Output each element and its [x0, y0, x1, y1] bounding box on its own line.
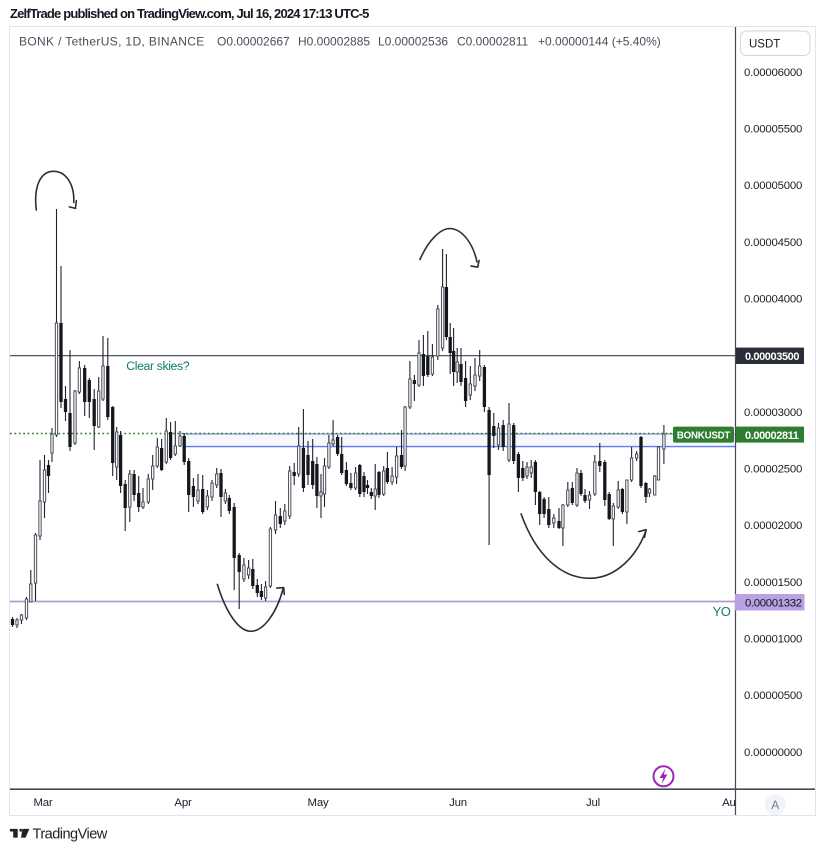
svg-text:C0.00002811: C0.00002811	[457, 35, 529, 49]
svg-text:Jun: Jun	[449, 797, 467, 809]
svg-text:BONKUSDT: BONKUSDT	[677, 430, 731, 441]
svg-text:0.00002811: 0.00002811	[745, 430, 799, 442]
svg-text:May: May	[308, 797, 329, 809]
svg-text:0.00001332: 0.00001332	[745, 598, 802, 610]
svg-text:0.00003500: 0.00003500	[745, 351, 799, 363]
svg-text:Clear skies?: Clear skies?	[126, 359, 189, 373]
svg-text:0.00002500: 0.00002500	[744, 464, 802, 476]
svg-text:TradingView: TradingView	[33, 827, 108, 843]
svg-text:USDT: USDT	[749, 38, 780, 50]
svg-text:O0.00002667: O0.00002667	[217, 35, 290, 49]
svg-text:+0.00000144 (+5.40%): +0.00000144 (+5.40%)	[538, 35, 661, 49]
svg-text:L0.00002536: L0.00002536	[378, 35, 448, 49]
svg-text:0.00001000: 0.00001000	[744, 634, 802, 646]
svg-text:0.00003000: 0.00003000	[744, 407, 802, 419]
svg-text:Mar: Mar	[33, 797, 52, 809]
svg-text:0.00005500: 0.00005500	[744, 124, 802, 136]
svg-text:0.00000000: 0.00000000	[744, 747, 802, 759]
svg-text:YO: YO	[713, 604, 731, 619]
svg-text:H0.00002885: H0.00002885	[298, 35, 370, 49]
svg-text:0.00005000: 0.00005000	[744, 180, 802, 192]
svg-text:A: A	[771, 798, 779, 812]
svg-text:ZelfTrade published on Trading: ZelfTrade published on TradingView.com, …	[10, 6, 369, 21]
svg-text:0.00004500: 0.00004500	[744, 237, 802, 249]
svg-text:0.00002000: 0.00002000	[744, 520, 802, 532]
svg-text:0.00006000: 0.00006000	[744, 67, 802, 79]
svg-text:0.00000500: 0.00000500	[744, 690, 802, 702]
svg-text:Aug: Aug	[722, 797, 742, 809]
svg-text:0.00004000: 0.00004000	[744, 294, 802, 306]
svg-text:Apr: Apr	[174, 797, 192, 809]
svg-text:BONK / TetherUS, 1D, BINANCE: BONK / TetherUS, 1D, BINANCE	[19, 35, 205, 49]
svg-text:0.00001500: 0.00001500	[744, 577, 802, 589]
svg-text:Jul: Jul	[586, 797, 600, 809]
